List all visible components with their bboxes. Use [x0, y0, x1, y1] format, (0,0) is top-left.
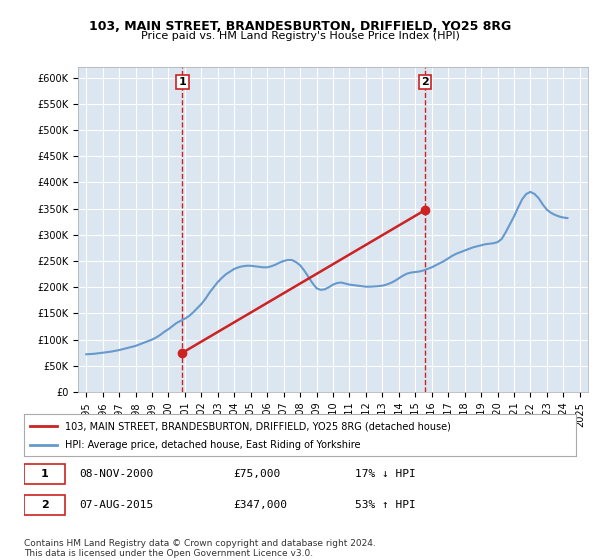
Text: 103, MAIN STREET, BRANDESBURTON, DRIFFIELD, YO25 8RG: 103, MAIN STREET, BRANDESBURTON, DRIFFIE…	[89, 20, 511, 32]
Text: 08-NOV-2000: 08-NOV-2000	[79, 469, 154, 479]
Text: 2: 2	[421, 77, 428, 87]
FancyBboxPatch shape	[24, 464, 65, 484]
Text: 1: 1	[179, 77, 187, 87]
Text: HPI: Average price, detached house, East Riding of Yorkshire: HPI: Average price, detached house, East…	[65, 440, 361, 450]
Text: 17% ↓ HPI: 17% ↓ HPI	[355, 469, 416, 479]
Text: £347,000: £347,000	[234, 500, 288, 510]
Text: Contains HM Land Registry data © Crown copyright and database right 2024.
This d: Contains HM Land Registry data © Crown c…	[24, 539, 376, 558]
Text: 2: 2	[41, 500, 49, 510]
FancyBboxPatch shape	[24, 495, 65, 515]
Text: 53% ↑ HPI: 53% ↑ HPI	[355, 500, 416, 510]
Text: Price paid vs. HM Land Registry's House Price Index (HPI): Price paid vs. HM Land Registry's House …	[140, 31, 460, 41]
Text: 1: 1	[41, 469, 49, 479]
Text: 07-AUG-2015: 07-AUG-2015	[79, 500, 154, 510]
Text: 103, MAIN STREET, BRANDESBURTON, DRIFFIELD, YO25 8RG (detached house): 103, MAIN STREET, BRANDESBURTON, DRIFFIE…	[65, 421, 451, 431]
Text: £75,000: £75,000	[234, 469, 281, 479]
